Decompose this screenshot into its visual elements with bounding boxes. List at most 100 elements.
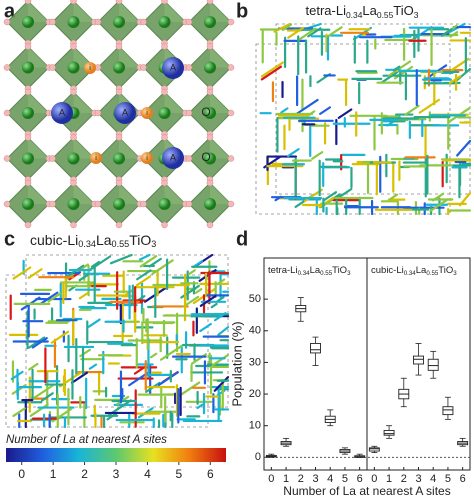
ti-atom [158, 198, 171, 210]
o-atom [70, 43, 77, 50]
x-tick-label: 2 [401, 473, 407, 485]
diffusion-path [70, 371, 89, 384]
o-atom [49, 200, 56, 208]
o-atom [70, 88, 77, 96]
cell-boundary [25, 254, 229, 408]
diffusion-path [456, 139, 472, 157]
diffusion-path [138, 253, 151, 261]
panel-c: c cubic-Li0.34La0.55TiO3 [4, 228, 230, 429]
o-atom [206, 43, 214, 50]
a-site-label: A [170, 62, 176, 72]
ti-atom [204, 107, 216, 119]
x-tick-label: 1 [386, 473, 392, 485]
diffusion-path [136, 269, 152, 281]
o-atom [206, 179, 214, 187]
formula-part: 3 [414, 10, 419, 20]
box [383, 429, 395, 436]
diffusion-path [295, 98, 319, 116]
diffusion-path [199, 322, 212, 333]
li-site-label: i [146, 155, 148, 162]
diffusion-path [109, 253, 133, 265]
formula-part: 0.34 [78, 240, 96, 250]
octahedron-face [119, 1, 140, 22]
formula-part: La [96, 232, 112, 248]
o-atom [161, 179, 168, 187]
diffusion-path [260, 61, 284, 78]
o-atom [94, 109, 102, 117]
o-atom [94, 200, 102, 208]
diffusion-path [216, 278, 226, 286]
formula: cubic-Li0.34La0.55TiO3 [30, 232, 156, 250]
o-atom [3, 18, 11, 26]
formula-part: 3 [151, 240, 156, 250]
octahedron-face [119, 46, 140, 68]
panel-b: b tetra-Li0.34La0.55TiO3 [236, 0, 472, 216]
octahedron-face [28, 1, 49, 22]
diffusion-path [157, 371, 179, 387]
x-tick-label: 6 [357, 473, 363, 485]
li-site [90, 152, 102, 164]
diffusion-path [404, 104, 420, 116]
diffusion-path [47, 292, 62, 303]
diffusion-path [319, 106, 332, 115]
ti-atom [113, 16, 125, 28]
diffusion-path [31, 337, 48, 349]
x-tick-label: 4 [430, 473, 436, 485]
diffusion-path [178, 381, 201, 398]
ti-atom [158, 107, 171, 119]
o-atom [70, 221, 77, 229]
ti-atom [67, 16, 80, 28]
diffusion-path [281, 23, 293, 32]
formula: cubic-Li0.34La0.55TiO3 [371, 265, 457, 277]
x-tick-label: 3 [415, 473, 421, 485]
octahedron-face [210, 137, 231, 159]
octahedron-face [28, 46, 49, 68]
box [427, 358, 439, 371]
formula-part: cubic-Li [30, 232, 78, 248]
cell-boundary [5, 274, 209, 428]
box [368, 447, 380, 452]
formula-part: 0.34 [346, 10, 363, 20]
o-atom [227, 18, 235, 26]
o-atom [140, 200, 147, 208]
x-tick-label: 5 [342, 473, 348, 485]
o-atom [49, 64, 56, 71]
a-site [114, 102, 136, 124]
o-atom [3, 109, 11, 117]
y-tick-label: 20 [249, 388, 261, 400]
o-site-label: O [201, 105, 210, 119]
diffusion-path [10, 370, 24, 381]
ti-atom [22, 61, 34, 74]
diffusion-path [40, 392, 54, 402]
octahedron-face [28, 92, 49, 113]
formula-part: tetra-Li [268, 265, 298, 276]
x-tick-label: 2 [298, 473, 304, 485]
octahedron-face [164, 183, 186, 204]
diffusion-path [311, 151, 324, 160]
formula-part: 0.34 [298, 269, 311, 276]
o-atom [185, 109, 193, 117]
diffusion-path [199, 295, 217, 307]
o-atom [94, 18, 102, 26]
y-tick-label: 30 [249, 356, 261, 368]
octahedron-face [210, 46, 231, 68]
formula-part: 0.34 [404, 269, 417, 276]
o-atom [161, 88, 168, 96]
octahedron-face [28, 137, 49, 159]
formula: tetra-Li0.34La0.55TiO3 [306, 3, 419, 20]
o-atom [227, 64, 235, 71]
o-atom [140, 18, 147, 26]
diffusion-path [78, 292, 89, 300]
cell-boundary [255, 43, 451, 215]
o-atom [185, 200, 193, 208]
ti-atom [22, 107, 34, 119]
formula-part: TiO [438, 265, 453, 276]
y-axis-label: Population (%) [229, 321, 244, 406]
diffusion-path [28, 362, 39, 371]
colorbar-tick-label: 0 [18, 467, 25, 481]
diffusion-path [387, 60, 412, 77]
panel-label: c [4, 228, 15, 250]
o-atom [49, 18, 56, 26]
o-atom [140, 64, 147, 71]
diffusion-path [159, 344, 183, 361]
